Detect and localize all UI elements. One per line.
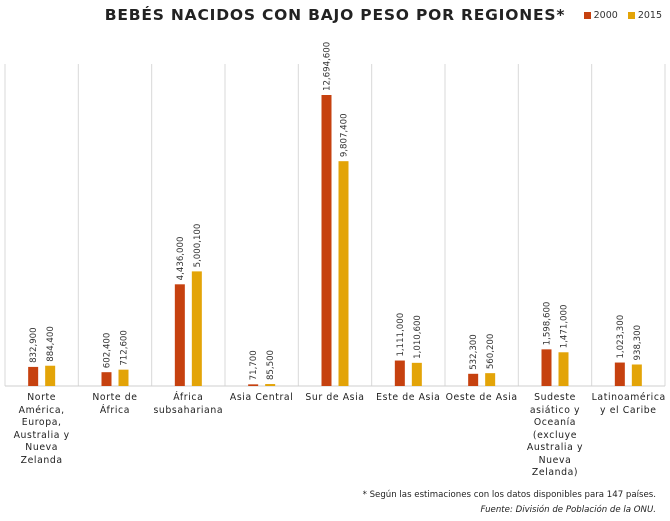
category-label-sudeste-asiatico: Sudeste asiático y Oceanía (excluye Australi… [526,392,584,478]
data-label-norte-america-2000: 832,900 [29,327,39,363]
chart-title: BEBÉS NACIDOS CON BAJO PESO POR REGIONES… [104,6,566,24]
category-label-latinoamerica: Latinoamérica y el Caribe [591,392,666,416]
bar-este-de-asia-2015 [411,362,422,386]
bar-norte-de-africa-2000 [101,372,112,386]
bar-africa-subsahariana-2000 [174,284,185,386]
legend-swatch-2000 [583,12,591,19]
data-label-asia-central-2000: 71,700 [249,350,259,380]
data-label-sudeste-asiatico-2000: 1,598,600 [543,302,553,346]
data-label-asia-central-2015: 85,500 [266,350,276,380]
data-label-sur-de-asia-2015: 9,807,400 [340,113,350,157]
bar-latinoamerica-2000 [614,362,625,386]
data-label-norte-de-africa-2015: 712,600 [120,330,130,366]
category-label-sur-de-asia: Sur de Asia [305,392,365,403]
data-label-norte-america-2015: 884,400 [46,326,56,362]
category-label-este-de-asia: Este de Asia [376,392,441,403]
bar-norte-america-2015 [45,365,56,386]
category-label-africa-subsahariana: África subsahariana [153,392,224,416]
legend-label-2000: 2000 [593,10,618,21]
category-label-oeste-de-asia: Oeste de Asia [445,392,518,403]
data-label-latinoamerica-2015: 938,300 [633,325,643,361]
category-label-norte-america: Norte América, Europa, Australia y Nueva Zela… [13,392,70,466]
data-label-sur-de-asia-2000: 12,694,600 [323,42,333,91]
data-label-este-de-asia-2015: 1,010,600 [413,315,423,359]
legend-swatch-2015 [627,12,635,19]
bar-oeste-de-asia-2000 [468,373,479,386]
bar-oeste-de-asia-2015 [485,373,496,386]
footnote: * Según las estimaciones con los datos d… [362,490,656,500]
bar-norte-de-africa-2015 [118,369,129,386]
bar-sur-de-asia-2015 [338,161,349,386]
bar-sudeste-asiatico-2000 [541,349,552,386]
data-label-latinoamerica-2000: 1,023,300 [616,315,626,359]
bar-sudeste-asiatico-2015 [558,352,569,386]
bar-asia-central-2000 [248,384,259,386]
category-label-asia-central: Asia Central [229,392,294,403]
bar-africa-subsahariana-2015 [191,271,202,386]
data-label-norte-de-africa-2000: 602,400 [103,333,113,369]
legend-item-2000: 2000 [583,10,618,21]
data-label-africa-subsahariana-2015: 5,000,100 [193,224,203,268]
bar-sur-de-asia-2000 [321,95,332,386]
bar-latinoamerica-2015 [631,364,642,386]
bar-norte-america-2000 [28,366,39,386]
bar-asia-central-2015 [265,384,276,386]
data-label-sudeste-asiatico-2015: 1,471,000 [560,305,570,349]
bar-este-de-asia-2000 [394,360,405,386]
legend-item-2015: 2015 [627,10,662,21]
data-label-oeste-de-asia-2000: 532,300 [469,334,479,370]
data-label-oeste-de-asia-2015: 560,200 [486,334,496,370]
data-label-africa-subsahariana-2000: 4,436,000 [176,237,186,281]
data-label-este-de-asia-2000: 1,111,000 [396,313,406,357]
legend-label-2015: 2015 [637,10,662,21]
category-label-norte-de-africa: Norte de África [92,392,138,416]
source-note: Fuente: División de Población de la ONU. [480,505,656,515]
legend: 2000 2015 [583,10,662,21]
